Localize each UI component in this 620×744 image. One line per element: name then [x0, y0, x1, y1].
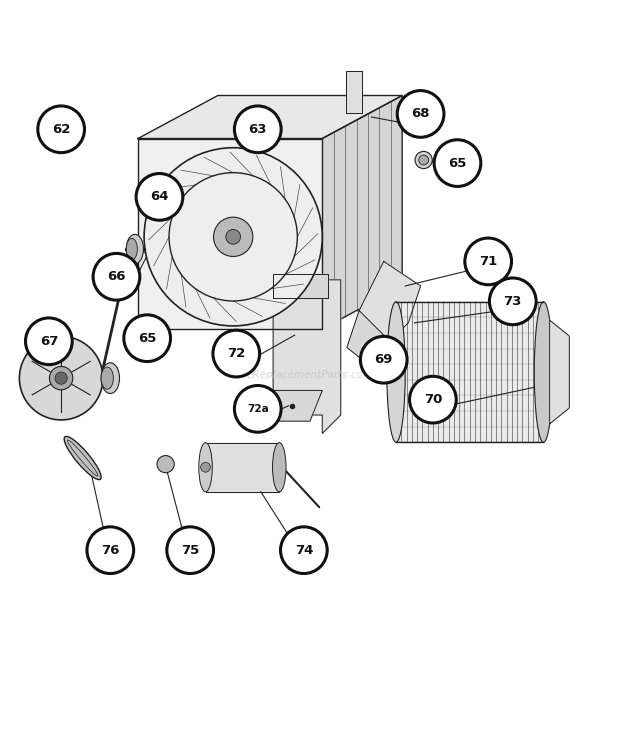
Ellipse shape [64, 437, 101, 480]
Circle shape [19, 336, 103, 420]
Circle shape [397, 91, 444, 138]
Polygon shape [347, 310, 390, 372]
Text: 63: 63 [249, 123, 267, 136]
Ellipse shape [101, 363, 120, 394]
Polygon shape [206, 443, 279, 492]
Polygon shape [249, 391, 322, 421]
Circle shape [234, 385, 281, 432]
Circle shape [157, 455, 174, 472]
Polygon shape [138, 138, 322, 329]
Text: 72: 72 [227, 347, 246, 360]
Circle shape [93, 254, 140, 300]
Circle shape [50, 367, 73, 390]
Ellipse shape [101, 367, 113, 389]
Text: 69: 69 [374, 353, 393, 366]
Polygon shape [322, 95, 402, 329]
Text: 73: 73 [503, 295, 522, 308]
Circle shape [213, 217, 253, 257]
Ellipse shape [415, 152, 432, 169]
Circle shape [201, 462, 210, 472]
Polygon shape [138, 95, 402, 138]
Circle shape [226, 229, 241, 244]
Circle shape [360, 336, 407, 383]
Polygon shape [273, 274, 329, 298]
Circle shape [410, 376, 456, 423]
Circle shape [465, 238, 512, 285]
Polygon shape [346, 71, 362, 112]
Circle shape [234, 106, 281, 153]
Polygon shape [359, 261, 420, 372]
Circle shape [55, 372, 68, 385]
Ellipse shape [199, 443, 212, 492]
Text: eReplacementParts.com: eReplacementParts.com [246, 370, 374, 380]
Text: 65: 65 [138, 332, 156, 344]
Ellipse shape [126, 234, 143, 264]
Ellipse shape [273, 443, 286, 492]
Circle shape [87, 527, 134, 574]
Text: 75: 75 [181, 544, 199, 557]
Ellipse shape [387, 302, 405, 442]
Text: 67: 67 [40, 335, 58, 347]
Text: 62: 62 [52, 123, 70, 136]
Circle shape [136, 173, 183, 220]
Polygon shape [396, 302, 544, 442]
Circle shape [434, 140, 481, 187]
Text: 72a: 72a [247, 404, 268, 414]
Text: 68: 68 [411, 107, 430, 121]
Circle shape [213, 330, 260, 377]
Polygon shape [550, 320, 569, 424]
Ellipse shape [534, 302, 552, 442]
Ellipse shape [418, 155, 428, 165]
Text: 66: 66 [107, 270, 126, 283]
Circle shape [280, 527, 327, 574]
Text: 64: 64 [150, 190, 169, 203]
Ellipse shape [126, 238, 138, 260]
Text: 70: 70 [423, 393, 442, 406]
Circle shape [25, 318, 72, 365]
Circle shape [38, 106, 84, 153]
Text: 71: 71 [479, 255, 497, 268]
Circle shape [144, 148, 322, 326]
Text: 74: 74 [294, 544, 313, 557]
Text: 65: 65 [448, 156, 467, 170]
Circle shape [124, 315, 170, 362]
Polygon shape [273, 280, 341, 434]
Text: 76: 76 [101, 544, 120, 557]
Circle shape [489, 278, 536, 324]
Circle shape [167, 527, 213, 574]
